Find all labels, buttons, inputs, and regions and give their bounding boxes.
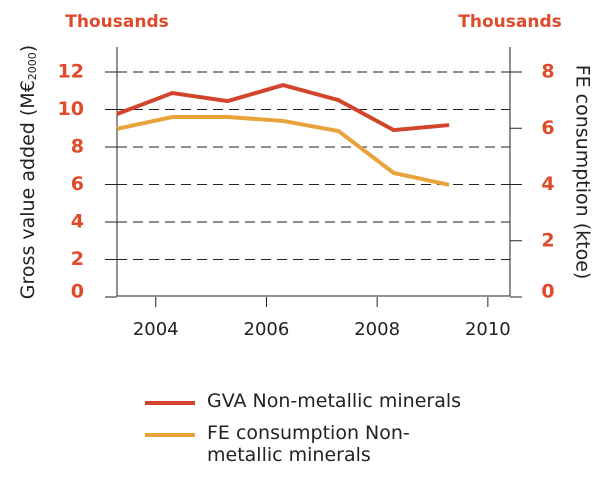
y-unit: Thousands bbox=[65, 12, 168, 32]
x-tick-label: 2008 bbox=[354, 319, 400, 340]
x-tick-label: 2006 bbox=[244, 319, 290, 340]
legend-swatch bbox=[145, 401, 195, 405]
y-tick-label: 4 bbox=[71, 211, 84, 233]
legend-item: GVA Non-metallic minerals bbox=[145, 390, 475, 412]
y-axis-label: Gross value added (M€2000) bbox=[17, 45, 40, 299]
y2-tick-label: 0 bbox=[541, 281, 554, 303]
legend-label: FE consumption Non-metallic minerals bbox=[207, 422, 410, 466]
legend-swatch bbox=[145, 433, 195, 437]
legend-item: FE consumption Non-metallic minerals bbox=[145, 422, 475, 466]
y-tick-label: 2 bbox=[71, 248, 84, 270]
y2-tick-label: 4 bbox=[541, 173, 554, 195]
y-tick-label: 6 bbox=[71, 173, 84, 195]
x-tick-label: 2004 bbox=[133, 319, 179, 340]
x-tick-label: 2010 bbox=[465, 319, 511, 340]
y-label-end: ) bbox=[17, 45, 39, 52]
series-line bbox=[116, 83, 450, 133]
y-tick-label: 0 bbox=[71, 281, 84, 303]
y-label-sub: 2000 bbox=[26, 52, 39, 80]
series-line bbox=[116, 115, 450, 187]
y2-tick-label: 6 bbox=[541, 117, 554, 139]
y-tick-label: 12 bbox=[58, 61, 84, 83]
legend: GVA Non-metallic minerals FE consumption … bbox=[145, 390, 475, 476]
y-tick-label: 10 bbox=[58, 98, 84, 120]
y-label-text: Gross value added (M€ bbox=[17, 80, 39, 299]
y2-unit: Thousands bbox=[458, 12, 561, 32]
y2-tick-label: 2 bbox=[541, 229, 554, 251]
chart: Thousands Thousands Gross value added (M… bbox=[17, 12, 594, 340]
y-tick-label: 8 bbox=[71, 136, 84, 158]
legend-label: GVA Non-metallic minerals bbox=[207, 390, 462, 412]
y2-axis-label: FE consumption (ktoe) bbox=[572, 65, 594, 280]
y2-tick-label: 8 bbox=[541, 61, 554, 83]
